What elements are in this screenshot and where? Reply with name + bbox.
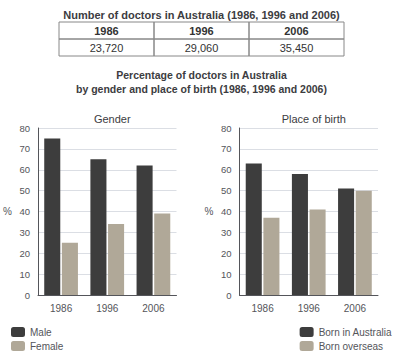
svg-text:20: 20 xyxy=(221,248,232,259)
svg-text:40: 40 xyxy=(19,206,30,217)
svg-text:Percentage of doctors in Austr: Percentage of doctors in Australia xyxy=(116,69,287,81)
svg-text:1986: 1986 xyxy=(50,303,73,314)
svg-text:30: 30 xyxy=(221,227,232,238)
svg-text:Number of doctors in Australia: Number of doctors in Australia (1986, 19… xyxy=(63,9,340,21)
svg-text:20: 20 xyxy=(19,248,30,259)
svg-text:Male: Male xyxy=(30,327,52,338)
svg-text:0: 0 xyxy=(25,290,30,301)
svg-text:1996: 1996 xyxy=(298,303,321,314)
svg-text:70: 70 xyxy=(221,143,232,154)
svg-text:Gender: Gender xyxy=(94,113,131,125)
svg-text:23,720: 23,720 xyxy=(90,42,124,54)
svg-text:40: 40 xyxy=(221,206,232,217)
svg-text:Born overseas: Born overseas xyxy=(319,341,383,352)
svg-text:Female: Female xyxy=(30,341,64,352)
svg-text:1996: 1996 xyxy=(189,25,213,37)
svg-text:%: % xyxy=(3,206,12,217)
svg-text:by gender and place of birth (: by gender and place of birth (1986, 1996… xyxy=(76,83,327,95)
svg-text:10: 10 xyxy=(221,269,232,280)
svg-text:60: 60 xyxy=(19,164,30,175)
svg-text:70: 70 xyxy=(19,143,30,154)
svg-text:80: 80 xyxy=(19,123,30,134)
svg-text:60: 60 xyxy=(221,164,232,175)
svg-text:2006: 2006 xyxy=(142,303,165,314)
svg-text:50: 50 xyxy=(19,185,30,196)
svg-text:0: 0 xyxy=(226,290,231,301)
svg-text:35,450: 35,450 xyxy=(280,42,314,54)
svg-text:29,060: 29,060 xyxy=(185,42,219,54)
svg-text:1986: 1986 xyxy=(251,303,274,314)
svg-text:Place of birth: Place of birth xyxy=(282,113,346,125)
svg-text:10: 10 xyxy=(19,269,30,280)
svg-text:2006: 2006 xyxy=(284,25,308,37)
svg-text:80: 80 xyxy=(221,123,232,134)
svg-text:2006: 2006 xyxy=(344,303,367,314)
svg-text:1996: 1996 xyxy=(96,303,119,314)
svg-text:30: 30 xyxy=(19,227,30,238)
svg-text:%: % xyxy=(205,206,214,217)
svg-text:1986: 1986 xyxy=(94,25,118,37)
svg-text:Born in Australia: Born in Australia xyxy=(319,327,392,338)
svg-text:50: 50 xyxy=(221,185,232,196)
